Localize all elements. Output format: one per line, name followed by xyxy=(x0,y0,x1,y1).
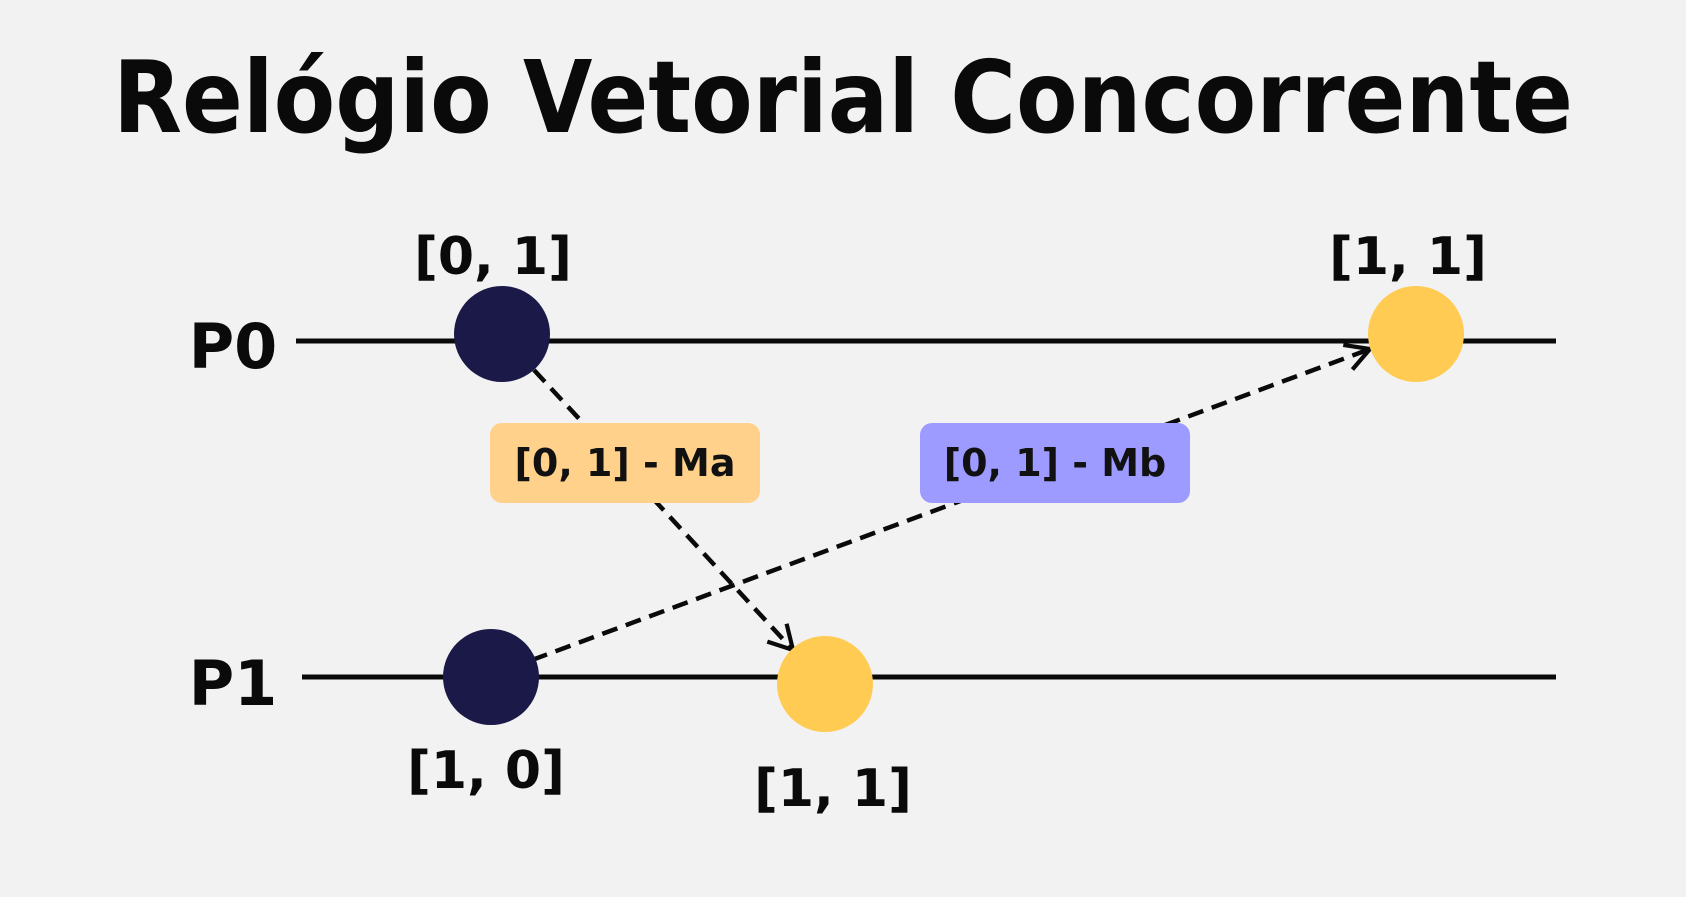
message-label-mb: [0, 1] - Mb xyxy=(920,423,1190,503)
message-label-ma-box xyxy=(490,423,760,503)
message-label-ma: [0, 1] - Ma xyxy=(490,423,760,503)
clock-label-p1-send: [1, 0] xyxy=(407,741,565,801)
message-label-mb-text: [0, 1] - Mb xyxy=(944,441,1167,485)
process-label-p1: P1 xyxy=(189,647,278,720)
message-arrow-ma xyxy=(532,368,796,654)
process-label-p0: P0 xyxy=(189,310,278,383)
event-p0-receive xyxy=(1368,286,1464,382)
message-label-mb-box xyxy=(920,423,1190,503)
message-label-ma-text: [0, 1] - Ma xyxy=(515,441,736,485)
event-p1-send xyxy=(443,629,539,725)
diagram-title: Relógio Vetorial Concorrente xyxy=(113,39,1573,156)
clock-label-p0-receive: [1, 1] xyxy=(1329,227,1487,287)
event-p0-send xyxy=(454,286,550,382)
clock-label-p1-receive: [1, 1] xyxy=(754,759,912,819)
event-p1-receive xyxy=(777,636,873,732)
clock-label-p0-send: [0, 1] xyxy=(414,227,572,287)
